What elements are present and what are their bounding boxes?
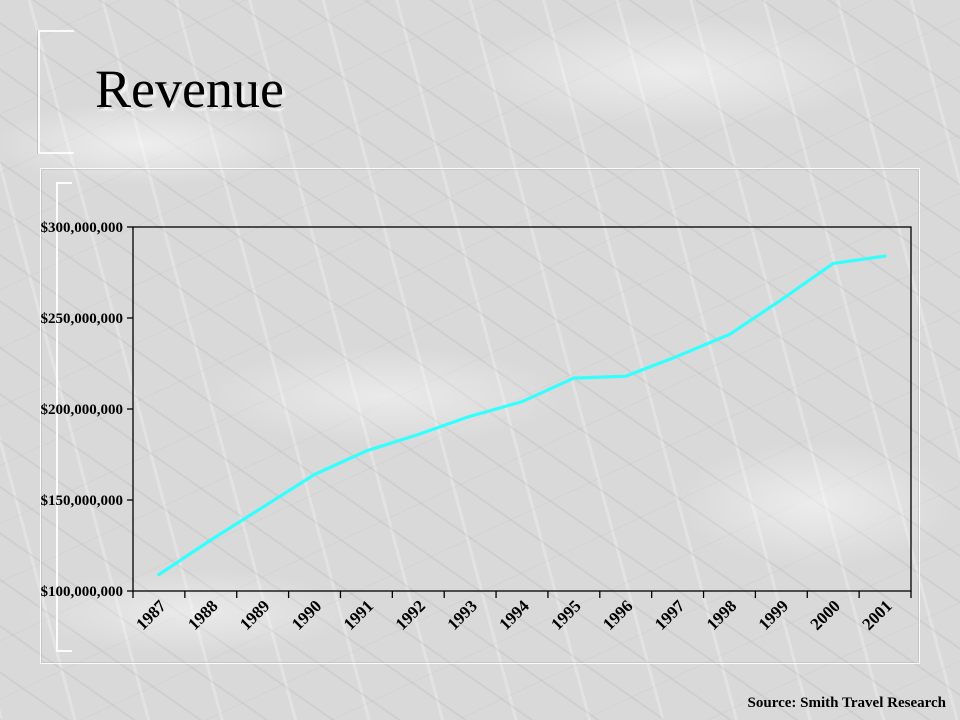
x-tick-label: 1993 (443, 596, 480, 633)
x-tick-label: 1998 (703, 596, 740, 633)
y-tick-label: $100,000,000 (41, 584, 124, 600)
x-tick-label: 1997 (651, 596, 689, 634)
x-tick-label: 1991 (340, 596, 377, 633)
y-tick-label: $150,000,000 (41, 493, 124, 509)
series-group (157, 254, 887, 577)
source-note: Source: Smith Travel Research (747, 695, 946, 711)
x-tick-label: 1988 (184, 596, 221, 633)
x-tick-label: 1996 (599, 596, 636, 633)
x-tick-label: 1994 (495, 596, 533, 634)
decorative-chart-bracket (56, 182, 72, 652)
plot-area-border (132, 226, 912, 592)
revenue-series-line (157, 254, 887, 577)
x-tick-label: 1992 (392, 596, 429, 633)
y-tick-label: $200,000,000 (41, 402, 124, 418)
x-tick-label: 1987 (132, 596, 170, 634)
x-tick-label: 1990 (288, 596, 325, 633)
x-tick-label: 2001 (858, 596, 895, 633)
x-tick-label: 2000 (807, 596, 844, 633)
y-tick-label: $250,000,000 (41, 311, 124, 327)
decorative-title-bracket (38, 30, 74, 154)
x-tick-label: 1999 (755, 596, 792, 633)
x-axis: 1987 1988 1989 1990 1991 1992 1993 1994 1995 1996… (132, 591, 912, 634)
y-tick-label: $300,000,000 (41, 220, 124, 236)
x-tick-label: 1989 (236, 596, 273, 633)
slide-title: Revenue (95, 59, 284, 119)
chart-frame (40, 168, 920, 664)
y-axis: $100,000,000 $150,000,000 $200,000,000 $250… (41, 220, 912, 600)
x-tick-label: 1995 (547, 596, 584, 633)
